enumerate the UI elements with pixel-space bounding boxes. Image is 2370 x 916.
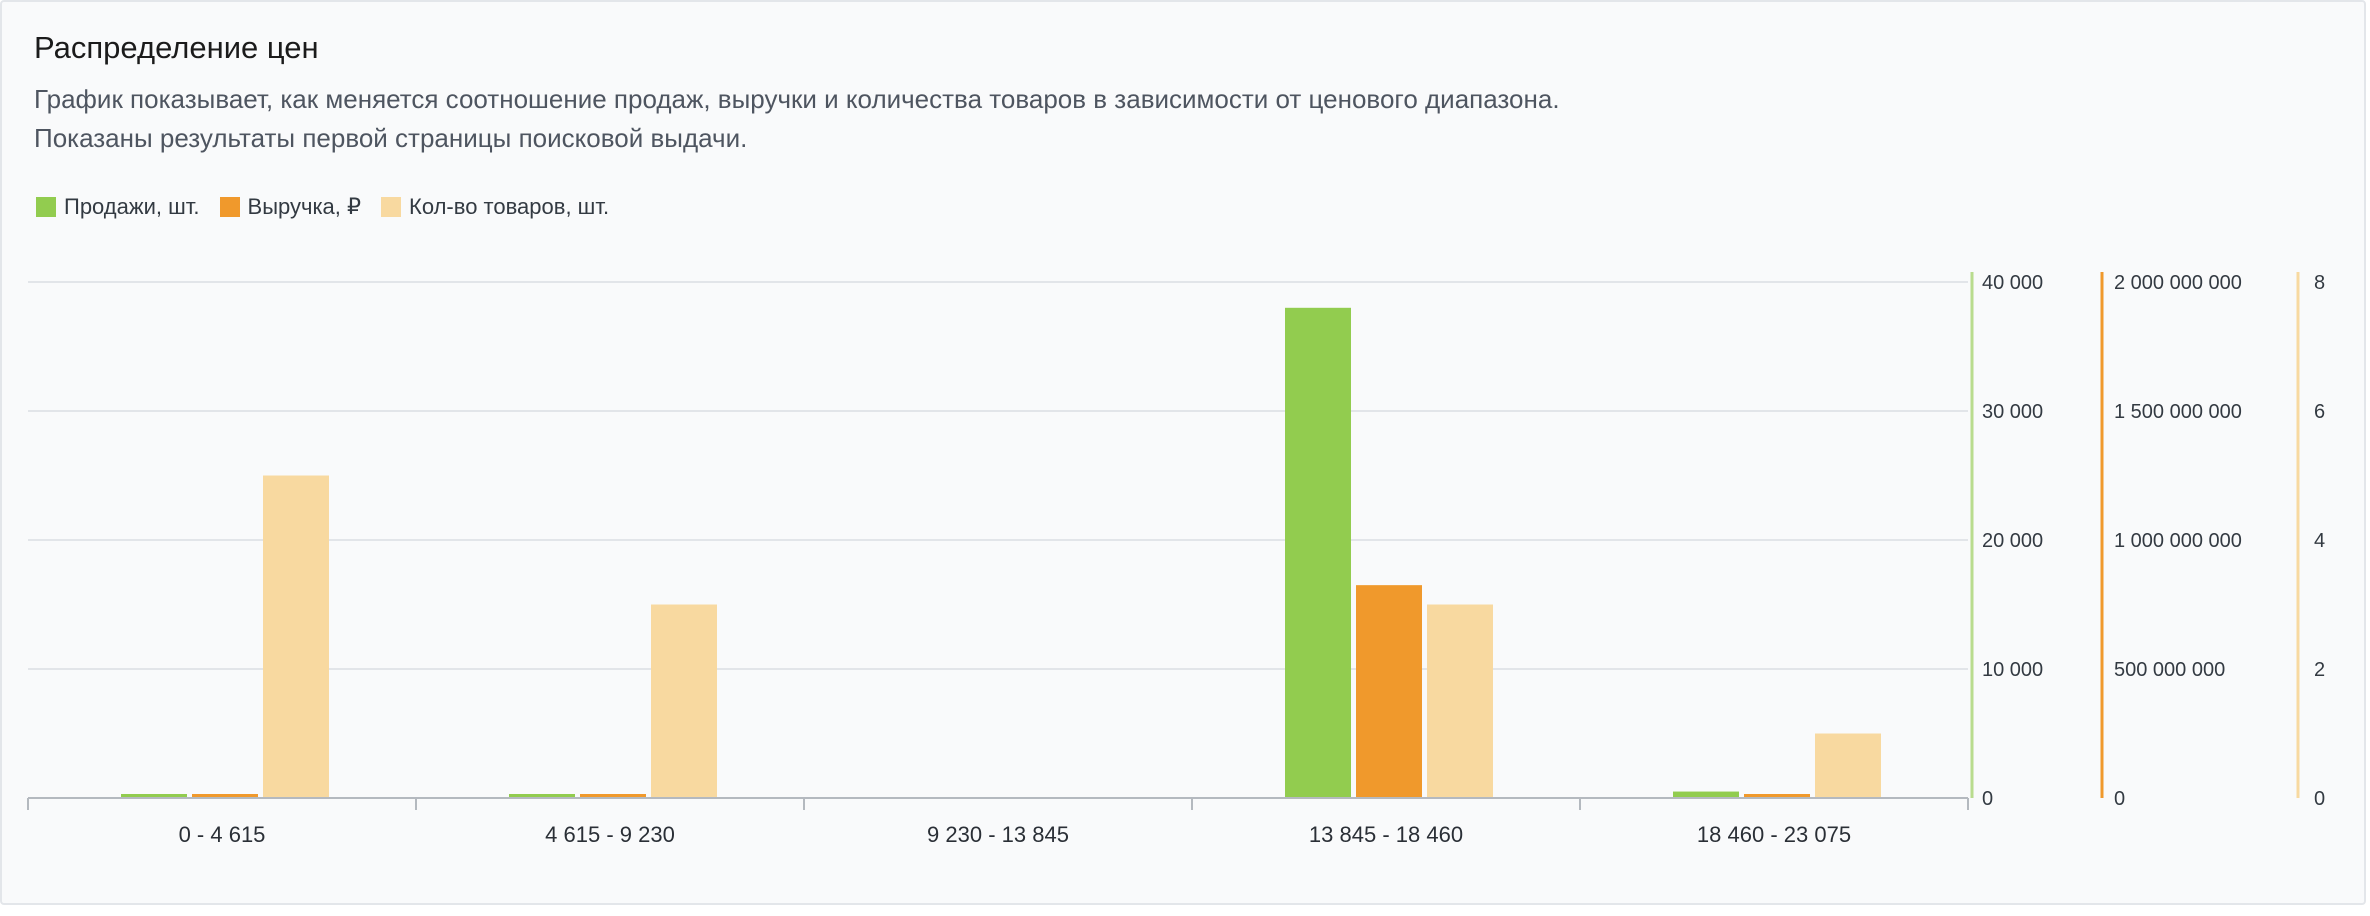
axis-tick-label-y1: 30 000 [1982, 401, 2043, 423]
bar-items-4 [1815, 733, 1881, 798]
x-tick-label: 9 230 - 13 845 [927, 822, 1069, 847]
bar-items-0 [263, 475, 329, 798]
axis-tick-label-y1: 40 000 [1982, 272, 2043, 294]
axis-tick-label-y2: 500 000 000 [2114, 659, 2225, 681]
bar-sales-1 [509, 794, 575, 798]
legend-swatch-revenue [219, 197, 240, 217]
bar-items-3 [1427, 604, 1493, 798]
bar-sales-3 [1285, 307, 1351, 798]
axis-tick-label-y3: 0 [2314, 788, 2325, 810]
x-tick-label: 0 - 4 615 [179, 822, 266, 847]
chart-subtitle: График показывает, как меняется соотноше… [34, 80, 1560, 158]
axis-tick-label-y3: 2 [2314, 659, 2325, 681]
bar-items-1 [651, 604, 717, 798]
legend-label-items: Кол-во товаров, шт. [409, 194, 610, 219]
axis-tick-label-y3: 8 [2314, 272, 2325, 294]
bar-revenue-1 [580, 794, 646, 798]
legend-label-revenue: Выручка, ₽ [247, 194, 362, 219]
bar-revenue-4 [1744, 794, 1810, 798]
axis-tick-label-y3: 6 [2314, 401, 2325, 423]
legend-item-items[interactable]: Кол-во товаров, шт. [381, 194, 609, 220]
bar-revenue-0 [192, 794, 258, 798]
axis-tick-label-y2: 0 [2114, 788, 2125, 810]
legend-swatch-items [381, 197, 402, 217]
axis-tick-label-y3: 4 [2314, 530, 2325, 552]
axis-tick-label-y1: 10 000 [1982, 659, 2043, 681]
legend-item-sales[interactable]: Продажи, шт. [36, 194, 200, 220]
legend-item-revenue[interactable]: Выручка, ₽ [219, 194, 362, 220]
chart-title: Распределение цен [34, 30, 319, 65]
subtitle-line-2: Показаны результаты первой страницы поис… [34, 123, 748, 153]
axis-tick-label-y1: 20 000 [1982, 530, 2043, 552]
legend-swatch-sales [36, 197, 56, 217]
axis-tick-label-y1: 0 [1982, 788, 1993, 810]
bar-sales-0 [121, 794, 187, 798]
chart-legend: Продажи, шт. Выручка, ₽ Кол-во товаров, … [36, 194, 609, 220]
axis-tick-label-y2: 1 000 000 000 [2114, 530, 2242, 552]
subtitle-line-1: График показывает, как меняется соотноше… [34, 84, 1560, 114]
bar-revenue-3 [1356, 585, 1422, 798]
x-tick-label: 18 460 - 23 075 [1697, 822, 1851, 847]
axis-tick-label-y2: 1 500 000 000 [2114, 401, 2242, 423]
x-tick-label: 4 615 - 9 230 [545, 822, 675, 847]
axis-tick-label-y2: 2 000 000 000 [2114, 272, 2242, 294]
bar-sales-4 [1673, 791, 1739, 798]
legend-label-sales: Продажи, шт. [64, 194, 200, 219]
x-tick-label: 13 845 - 18 460 [1309, 822, 1463, 847]
